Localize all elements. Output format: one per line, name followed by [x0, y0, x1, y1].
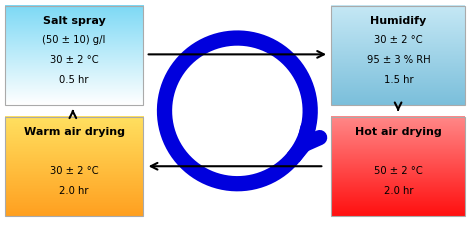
Text: 30 ± 2 °C: 30 ± 2 °C [50, 55, 98, 65]
Bar [331, 7, 465, 106]
Text: Humidify: Humidify [370, 16, 426, 26]
Text: 0.5 hr: 0.5 hr [59, 74, 89, 84]
Text: 95 ± 3 % RH: 95 ± 3 % RH [367, 55, 430, 65]
Text: 2.0 hr: 2.0 hr [59, 185, 89, 195]
Text: Hot air drying: Hot air drying [355, 126, 442, 136]
Text: (50 ± 10) g/l: (50 ± 10) g/l [42, 35, 106, 45]
Bar [5, 7, 143, 106]
Bar [5, 117, 143, 216]
Text: 30 ± 2 °C: 30 ± 2 °C [50, 165, 98, 175]
Text: Salt spray: Salt spray [43, 16, 105, 26]
Text: Warm air drying: Warm air drying [24, 126, 125, 136]
Bar [331, 117, 465, 216]
Text: 2.0 hr: 2.0 hr [384, 185, 413, 195]
Text: 30 ± 2 °C: 30 ± 2 °C [374, 35, 423, 45]
Text: 1.5 hr: 1.5 hr [384, 74, 413, 84]
Text: 50 ± 2 °C: 50 ± 2 °C [374, 165, 423, 175]
